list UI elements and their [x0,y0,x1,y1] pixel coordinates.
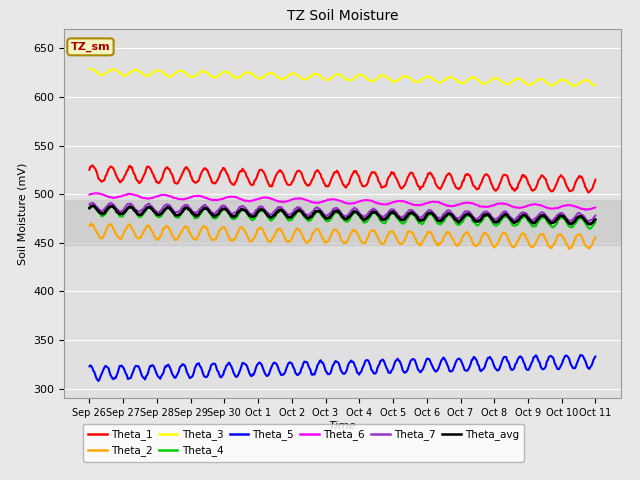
Theta_1 [388,169,396,175]
Theta_1 [327,178,335,184]
Theta_3 [388,78,396,84]
Theta_1 [330,170,338,176]
Theta_7 [327,209,335,215]
Theta_avg [360,217,368,223]
Theta_6 [580,206,588,212]
Theta_avg [86,205,93,211]
Theta_1 [501,172,509,178]
Theta_6 [582,207,590,213]
Theta_avg [591,216,599,222]
Theta_7 [107,200,115,206]
Theta_1 [88,162,96,168]
Theta_3 [501,81,509,86]
Legend: Theta_1, Theta_2, Theta_3, Theta_4, Theta_5, Theta_6, Theta_7, Theta_avg: Theta_1, Theta_2, Theta_3, Theta_4, Thet… [83,424,524,462]
Theta_1 [580,180,588,186]
Theta_3 [86,66,93,72]
Theta_4 [88,203,95,209]
Theta_5 [591,353,599,359]
Theta_1 [591,177,599,182]
Theta_6 [86,192,93,198]
Line: Theta_1: Theta_1 [90,165,595,192]
Theta_avg [567,221,575,227]
Theta_5 [86,364,93,370]
Theta_2 [591,234,599,240]
Line: Theta_5: Theta_5 [90,355,595,381]
Theta_2 [360,240,368,246]
Theta_4 [388,211,396,217]
Theta_3 [360,73,368,79]
Theta_4 [591,219,599,225]
Theta_4 [580,218,588,224]
Line: Theta_6: Theta_6 [90,193,595,210]
Theta_6 [501,201,509,207]
Theta_2 [582,242,589,248]
Title: TZ Soil Moisture: TZ Soil Moisture [287,10,398,24]
Line: Theta_avg: Theta_avg [90,206,595,224]
Theta_7 [330,206,338,212]
Theta_5 [327,370,335,375]
Theta_7 [86,202,93,207]
Theta_avg [501,211,509,217]
Theta_3 [582,77,589,83]
Theta_6 [591,204,599,210]
Theta_4 [360,220,368,226]
Theta_1 [86,167,93,173]
Theta_7 [388,206,396,212]
Theta_6 [360,197,368,203]
Line: Theta_7: Theta_7 [90,203,595,221]
Theta_4 [501,214,509,220]
Theta_2 [86,224,93,229]
Theta_avg [388,210,396,216]
Bar [64,200,621,245]
Theta_4 [586,226,593,232]
Line: Theta_3: Theta_3 [90,69,595,86]
Theta_5 [388,368,396,373]
Theta_2 [88,220,95,226]
Theta_5 [330,361,338,367]
Theta_5 [360,361,368,367]
Theta_7 [360,214,368,219]
Theta_6 [330,196,338,202]
Theta_avg [327,213,335,219]
Theta_7 [582,216,589,221]
Theta_1 [584,190,592,195]
Theta_7 [565,218,573,224]
Text: TZ_sm: TZ_sm [70,42,110,52]
Theta_7 [591,213,599,218]
Theta_3 [572,83,579,89]
Theta_3 [88,66,95,72]
Theta_6 [327,196,335,202]
Theta_2 [565,246,573,252]
Theta_avg [330,209,338,215]
Theta_4 [327,216,335,222]
Theta_2 [327,233,335,239]
Theta_2 [501,231,509,237]
Theta_4 [330,211,338,217]
X-axis label: Time: Time [328,421,356,431]
Line: Theta_4: Theta_4 [90,206,595,229]
Theta_5 [582,358,589,364]
Theta_7 [501,209,509,215]
Theta_2 [330,227,338,232]
Theta_3 [327,76,335,82]
Y-axis label: Soil Moisture (mV): Soil Moisture (mV) [17,162,28,265]
Theta_3 [591,83,599,89]
Theta_6 [388,200,396,205]
Line: Theta_2: Theta_2 [90,223,595,249]
Theta_1 [360,183,368,189]
Theta_6 [92,191,99,196]
Theta_3 [330,73,338,79]
Theta_5 [501,354,509,360]
Theta_avg [90,203,97,209]
Theta_2 [388,229,396,235]
Theta_4 [86,206,93,212]
Theta_5 [577,352,584,358]
Theta_5 [95,378,102,384]
Theta_avg [582,218,589,224]
